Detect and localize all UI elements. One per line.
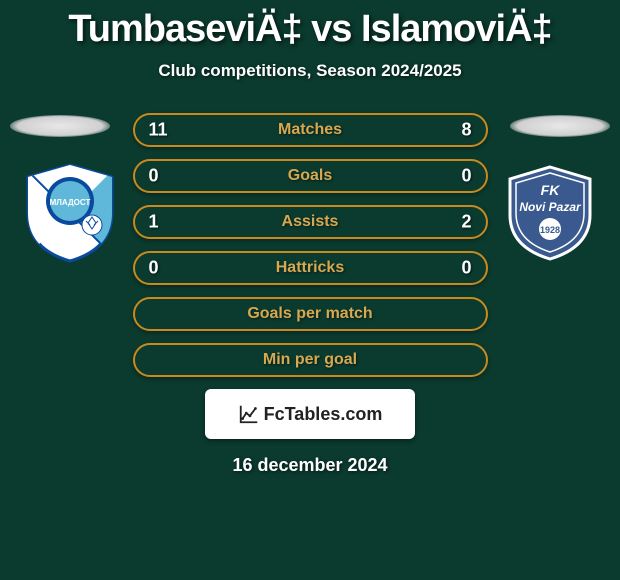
content-area: МЛАДОСТ FK Novi Pazar 1928 11 Matches 8 0 Go… (0, 113, 620, 476)
stat-value-left: 1 (149, 212, 159, 233)
chart-icon (238, 403, 260, 425)
player-shadow-right (510, 115, 610, 137)
stat-label: Hattricks (276, 259, 344, 277)
branding-box: FcTables.com (205, 389, 415, 439)
stat-label: Goals per match (247, 305, 372, 323)
stat-value-right: 2 (461, 212, 471, 233)
stat-value-left: 11 (149, 120, 168, 141)
stat-value-left: 0 (149, 166, 159, 187)
stat-row: 1 Assists 2 (133, 205, 488, 239)
date-text: 16 december 2024 (0, 455, 620, 476)
stat-label: Goals (288, 167, 332, 185)
badge-right-year: 1928 (540, 225, 560, 235)
stat-value-right: 8 (461, 120, 471, 141)
branding-logo: FcTables.com (238, 403, 383, 425)
stat-row: Goals per match (133, 297, 488, 331)
stats-container: 11 Matches 8 0 Goals 0 1 Assists 2 0 Hattricks 0 Goa… (133, 113, 488, 377)
stat-label: Matches (278, 121, 342, 139)
badge-right-line2: Novi Pazar (519, 200, 582, 214)
stat-label: Min per goal (263, 351, 357, 369)
stat-row: 0 Hattricks 0 (133, 251, 488, 285)
page-title: TumbaseviÄ‡ vs IslamoviÄ‡ (0, 0, 620, 51)
page-subtitle: Club competitions, Season 2024/2025 (0, 61, 620, 81)
stat-value-right: 0 (461, 166, 471, 187)
stat-value-right: 0 (461, 258, 471, 279)
club-badge-right: FK Novi Pazar 1928 (500, 163, 600, 263)
badge-right-line1: FK (541, 182, 561, 198)
branding-text: FcTables.com (264, 404, 383, 425)
stat-row: 11 Matches 8 (133, 113, 488, 147)
player-shadow-left (10, 115, 110, 137)
club-badge-left: МЛАДОСТ (20, 163, 120, 263)
stat-value-left: 0 (149, 258, 159, 279)
stat-row: Min per goal (133, 343, 488, 377)
stat-label: Assists (282, 213, 339, 231)
badge-left-text: МЛАДОСТ (50, 198, 91, 207)
stat-row: 0 Goals 0 (133, 159, 488, 193)
